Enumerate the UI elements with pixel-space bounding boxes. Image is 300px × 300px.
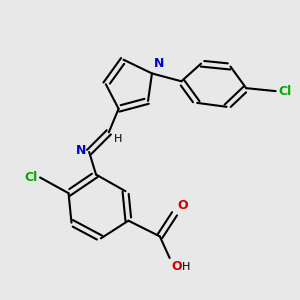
- Text: O: O: [172, 260, 182, 273]
- Text: N: N: [76, 143, 86, 157]
- Text: Cl: Cl: [24, 171, 37, 184]
- Text: H: H: [114, 134, 122, 144]
- Text: Cl: Cl: [279, 85, 292, 98]
- Text: N: N: [154, 56, 164, 70]
- Text: O: O: [178, 199, 188, 212]
- Text: H: H: [182, 262, 190, 272]
